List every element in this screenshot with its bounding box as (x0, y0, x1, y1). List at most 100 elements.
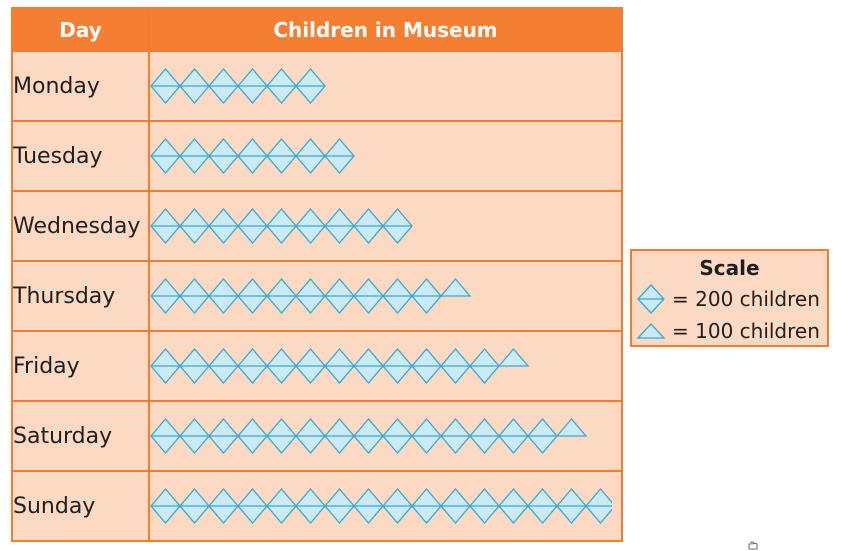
diamond-icon (440, 347, 471, 385)
icon-cell (148, 190, 623, 262)
diamond-icon (637, 284, 665, 314)
diamond-icon (324, 347, 355, 385)
table-row: Thursday (11, 260, 623, 332)
diamond-icon (411, 277, 442, 315)
diamond-icon (295, 137, 326, 175)
diamond-icon (208, 417, 239, 455)
diamond-icon (266, 67, 297, 105)
header-row: Day Children in Museum (11, 7, 623, 52)
icon-cell (148, 50, 623, 122)
diamond-icon (411, 347, 442, 385)
icon-row (150, 417, 588, 455)
day-label: Wednesday (11, 190, 150, 262)
diamond-icon (208, 137, 239, 175)
diamond-icon (353, 417, 384, 455)
triangle-icon (439, 277, 472, 297)
diamond-icon (353, 207, 384, 245)
day-label: Monday (11, 50, 150, 122)
diamond-icon (527, 417, 558, 455)
icon-row (150, 347, 530, 385)
day-label: Saturday (11, 400, 150, 472)
diamond-icon (237, 137, 268, 175)
diamond-icon (324, 277, 355, 315)
diamond-icon (208, 347, 239, 385)
diamond-icon (411, 487, 442, 525)
children-column-header: Children in Museum (148, 7, 623, 52)
diamond-icon (150, 137, 181, 175)
icon-row (150, 277, 472, 315)
diamond-icon (150, 487, 181, 525)
diamond-icon (179, 137, 210, 175)
diamond-icon (440, 417, 471, 455)
diamond-icon (266, 487, 297, 525)
diamond-icon (382, 417, 413, 455)
diamond-icon (585, 487, 612, 525)
diamond-icon (208, 487, 239, 525)
diamond-icon (266, 277, 297, 315)
diamond-icon (266, 417, 297, 455)
diamond-icon (179, 277, 210, 315)
diamond-icon (179, 487, 210, 525)
diamond-icon (208, 207, 239, 245)
diamond-icon (179, 347, 210, 385)
table-row: Sunday (11, 470, 623, 542)
diamond-icon (382, 207, 413, 245)
diamond-icon (295, 67, 326, 105)
diamond-icon (237, 67, 268, 105)
icon-cell (148, 330, 623, 402)
diamond-icon (556, 487, 587, 525)
table-row: Tuesday (11, 120, 623, 192)
diamond-icon (353, 277, 384, 315)
icon-row (150, 487, 612, 525)
diamond-icon (266, 347, 297, 385)
diamond-icon (295, 207, 326, 245)
diamond-icon (150, 417, 181, 455)
diamond-icon (295, 487, 326, 525)
scale-full-label: = 200 children (672, 287, 820, 311)
icon-cell (148, 260, 623, 332)
triangle-icon (497, 347, 530, 367)
diamond-icon (498, 487, 529, 525)
diamond-icon (237, 417, 268, 455)
day-column-header: Day (11, 7, 150, 52)
scale-half-label: = 100 children (672, 319, 820, 343)
day-label: Tuesday (11, 120, 150, 192)
diamond-icon (237, 207, 268, 245)
day-label: Friday (11, 330, 150, 402)
diamond-icon (411, 417, 442, 455)
diamond-icon (150, 347, 181, 385)
diamond-icon (237, 487, 268, 525)
diamond-icon (324, 417, 355, 455)
diamond-icon (208, 67, 239, 105)
scale-legend: Scale = 200 children = 100 children (630, 249, 829, 347)
diamond-icon (150, 207, 181, 245)
scale-full-entry: = 200 children (636, 284, 820, 314)
icon-cell (148, 120, 623, 192)
diamond-icon (382, 277, 413, 315)
diamond-icon (324, 137, 355, 175)
table-row: Saturday (11, 400, 623, 472)
diamond-icon (179, 207, 210, 245)
diamond-icon (150, 67, 181, 105)
scale-half-entry: = 100 children (636, 316, 820, 346)
diamond-icon (469, 417, 500, 455)
diamond-icon (498, 417, 529, 455)
table-row: Monday (11, 50, 623, 122)
diamond-icon (382, 487, 413, 525)
diamond-icon (382, 347, 413, 385)
diamond-icon (237, 277, 268, 315)
table-row: Friday (11, 330, 623, 402)
icon-row (150, 67, 326, 105)
triangle-icon (636, 323, 666, 339)
triangle-icon (555, 417, 588, 437)
icon-cell (148, 470, 623, 542)
icon-row (150, 207, 413, 245)
diamond-icon (324, 487, 355, 525)
icon-row (150, 137, 355, 175)
diamond-icon (440, 487, 471, 525)
diamond-icon (324, 207, 355, 245)
diamond-icon (179, 67, 210, 105)
hand-cursor-icon (748, 541, 758, 550)
diamond-icon (179, 417, 210, 455)
diamond-icon (295, 417, 326, 455)
